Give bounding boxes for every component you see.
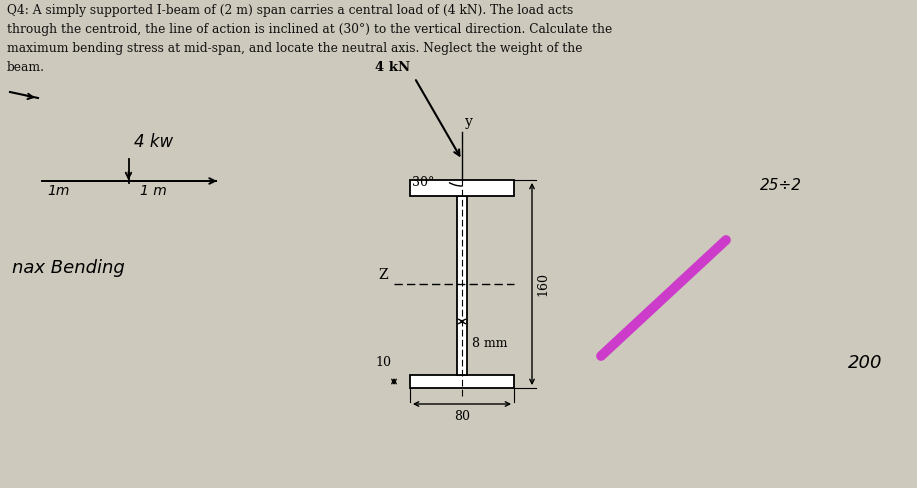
Bar — [410, 180, 514, 196]
Text: 1m: 1m — [47, 184, 70, 198]
Text: y: y — [465, 115, 473, 129]
Text: 1 m: 1 m — [140, 184, 167, 198]
Text: Z: Z — [379, 268, 388, 282]
Text: 4 kN: 4 kN — [375, 61, 411, 74]
Text: nax Bending: nax Bending — [12, 259, 125, 277]
Text: Q4: A simply supported I-beam of (2 m) span carries a central load of (4 kN). Th: Q4: A simply supported I-beam of (2 m) s… — [7, 4, 613, 74]
Text: 8 mm: 8 mm — [472, 337, 508, 350]
Text: 30°: 30° — [412, 177, 434, 189]
Text: 4 kw: 4 kw — [134, 133, 172, 151]
Text: 10: 10 — [375, 356, 391, 369]
Bar — [457, 196, 467, 375]
Text: 200: 200 — [848, 354, 882, 372]
Bar — [410, 375, 514, 388]
Text: 160: 160 — [536, 272, 549, 296]
Text: 25÷2: 25÷2 — [760, 178, 802, 193]
Text: 80: 80 — [454, 410, 470, 423]
